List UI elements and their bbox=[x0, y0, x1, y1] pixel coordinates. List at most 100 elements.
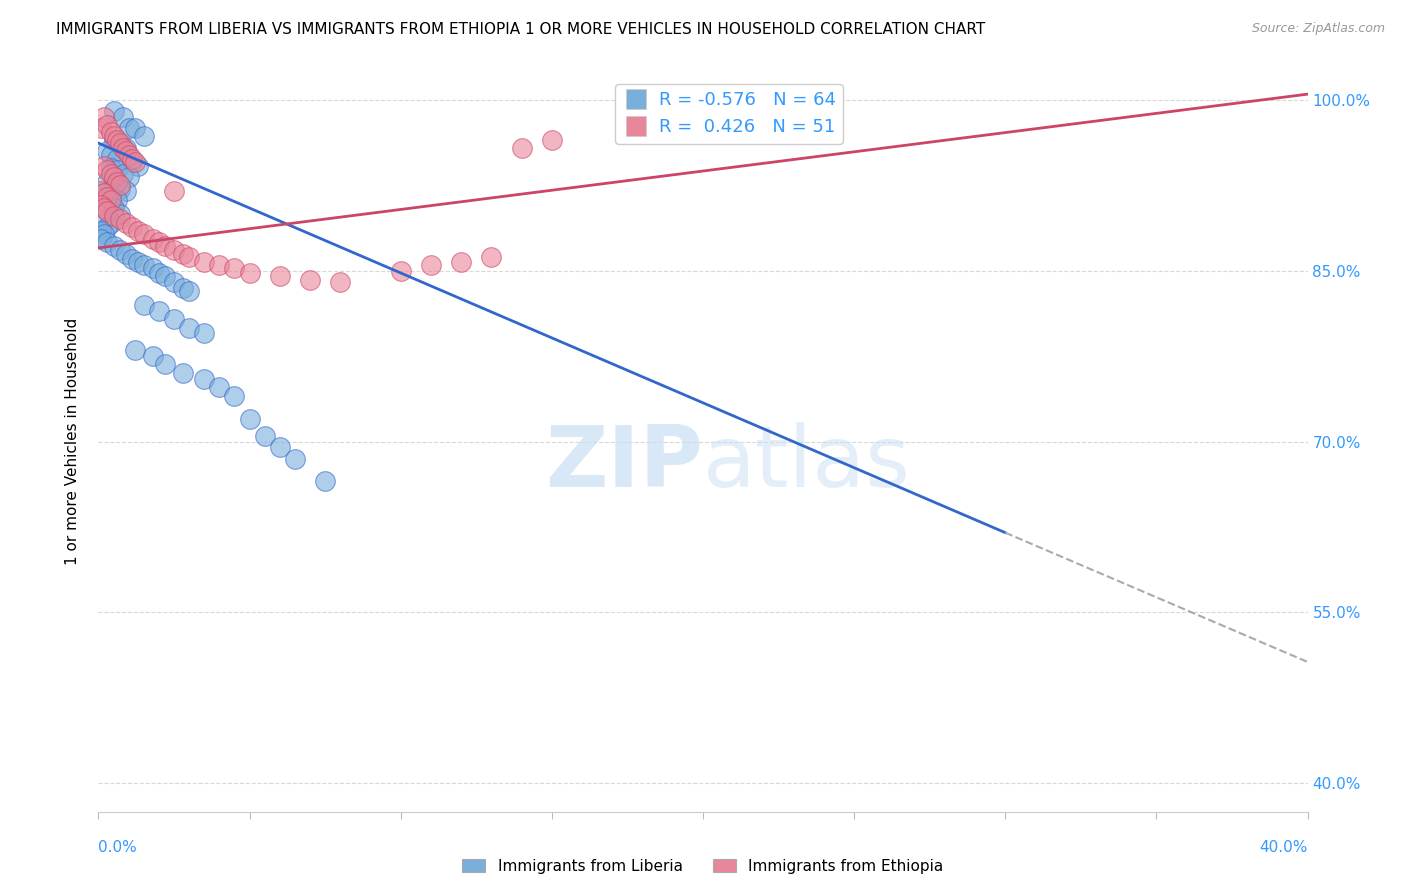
Point bbox=[314, 475, 336, 489]
Point bbox=[114, 246, 136, 260]
Point bbox=[111, 167, 134, 181]
Text: Source: ZipAtlas.com: Source: ZipAtlas.com bbox=[1251, 22, 1385, 36]
Point bbox=[105, 152, 128, 166]
Point bbox=[148, 303, 170, 318]
Point bbox=[111, 141, 134, 155]
Point bbox=[100, 161, 122, 176]
Point bbox=[108, 182, 131, 196]
Point bbox=[389, 263, 412, 277]
Point bbox=[132, 227, 155, 242]
Point bbox=[224, 389, 246, 403]
Point bbox=[90, 224, 112, 238]
Point bbox=[108, 243, 131, 257]
Point bbox=[90, 197, 112, 211]
Point bbox=[103, 201, 125, 215]
Point bbox=[118, 170, 141, 185]
Point bbox=[121, 155, 143, 169]
Text: atlas: atlas bbox=[703, 422, 911, 505]
Point bbox=[127, 159, 149, 173]
Point bbox=[96, 189, 118, 203]
Point bbox=[121, 220, 143, 235]
Point bbox=[253, 429, 276, 443]
Point bbox=[540, 133, 562, 147]
Y-axis label: 1 or more Vehicles in Household: 1 or more Vehicles in Household bbox=[65, 318, 80, 566]
Point bbox=[105, 163, 128, 178]
Point bbox=[103, 238, 125, 252]
Point bbox=[284, 451, 307, 466]
Point bbox=[96, 144, 118, 158]
Point bbox=[118, 121, 141, 136]
Point bbox=[93, 186, 115, 201]
Point bbox=[163, 243, 186, 257]
Point bbox=[96, 118, 118, 132]
Point bbox=[179, 284, 201, 298]
Point bbox=[208, 258, 231, 272]
Point bbox=[100, 216, 122, 230]
Point bbox=[90, 184, 112, 198]
Point bbox=[179, 250, 201, 264]
Point bbox=[224, 261, 246, 276]
Point bbox=[193, 254, 215, 268]
Point bbox=[100, 193, 122, 207]
Point bbox=[163, 184, 186, 198]
Point bbox=[153, 357, 176, 371]
Point bbox=[132, 298, 155, 312]
Point bbox=[127, 254, 149, 268]
Point bbox=[108, 178, 131, 193]
Point bbox=[96, 163, 118, 178]
Point bbox=[96, 235, 118, 250]
Point bbox=[172, 281, 194, 295]
Point bbox=[103, 170, 125, 185]
Point bbox=[93, 186, 115, 201]
Point bbox=[132, 129, 155, 144]
Point bbox=[142, 261, 165, 276]
Point bbox=[114, 184, 136, 198]
Point bbox=[96, 175, 118, 189]
Point bbox=[114, 144, 136, 158]
Point bbox=[121, 152, 143, 166]
Point bbox=[103, 129, 125, 144]
Point bbox=[124, 155, 146, 169]
Point bbox=[103, 178, 125, 193]
Point bbox=[127, 224, 149, 238]
Point bbox=[103, 104, 125, 119]
Point bbox=[208, 380, 231, 394]
Point bbox=[510, 141, 533, 155]
Point bbox=[193, 372, 215, 386]
Point bbox=[108, 138, 131, 153]
Point bbox=[153, 238, 176, 252]
Point bbox=[90, 121, 112, 136]
Point bbox=[172, 246, 194, 260]
Point bbox=[239, 266, 262, 280]
Point bbox=[93, 201, 115, 215]
Point bbox=[124, 121, 146, 136]
Point bbox=[114, 141, 136, 155]
Point bbox=[96, 197, 118, 211]
Point bbox=[93, 159, 115, 173]
Point bbox=[121, 252, 143, 267]
Point bbox=[108, 136, 131, 150]
Point bbox=[132, 258, 155, 272]
Point bbox=[124, 343, 146, 358]
Point bbox=[93, 110, 115, 124]
Point bbox=[96, 204, 118, 219]
Point bbox=[481, 250, 503, 264]
Legend: R = -0.576   N = 64, R =  0.426   N = 51: R = -0.576 N = 64, R = 0.426 N = 51 bbox=[616, 84, 842, 144]
Point bbox=[100, 147, 122, 161]
Point bbox=[100, 189, 122, 203]
Text: 0.0%: 0.0% bbox=[98, 840, 138, 855]
Point bbox=[172, 366, 194, 380]
Point bbox=[142, 232, 165, 246]
Point bbox=[148, 235, 170, 250]
Point bbox=[142, 349, 165, 363]
Text: 40.0%: 40.0% bbox=[1260, 840, 1308, 855]
Point bbox=[153, 269, 176, 284]
Point bbox=[100, 167, 122, 181]
Point bbox=[299, 273, 322, 287]
Point bbox=[420, 258, 443, 272]
Point bbox=[105, 193, 128, 207]
Point bbox=[114, 216, 136, 230]
Point bbox=[111, 110, 134, 124]
Point bbox=[100, 125, 122, 139]
Point bbox=[148, 266, 170, 280]
